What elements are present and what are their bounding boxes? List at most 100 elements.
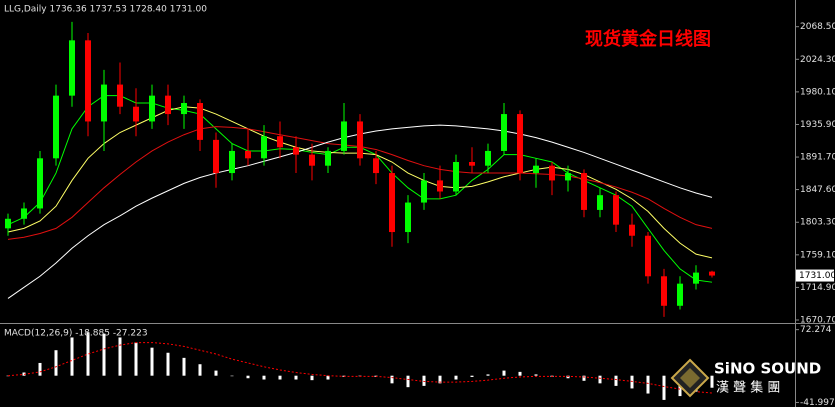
candle-body	[277, 136, 283, 148]
candle-body	[117, 84, 123, 107]
candle-body	[53, 95, 59, 159]
candle-body	[453, 162, 459, 192]
candle-body	[309, 154, 315, 166]
candle-body	[677, 283, 683, 306]
macd-bar	[518, 371, 522, 376]
candle-body	[21, 208, 27, 219]
macd-label: MACD(12,26,9) -18.885 -27.223	[4, 329, 148, 339]
candle-body	[373, 158, 379, 174]
y-tick-label: 1803.30	[800, 218, 835, 228]
candle-body	[293, 147, 299, 155]
macd-bar	[630, 375, 634, 389]
macd-bar	[454, 375, 458, 380]
macd-bar	[54, 350, 58, 376]
candle-body	[549, 165, 555, 181]
candle-body	[629, 224, 635, 236]
candle-body	[181, 103, 187, 115]
logo-subtext: 漢 聲 集 團	[716, 380, 780, 396]
macd-bar	[198, 364, 202, 376]
y-tick-label: 1670.70	[800, 316, 835, 326]
macd-bar	[646, 375, 650, 394]
candle-body	[565, 173, 571, 181]
candle-body	[645, 235, 651, 277]
candle-body	[357, 121, 363, 159]
y-tick-label: 1759.10	[800, 250, 835, 260]
macd-bar	[246, 375, 250, 379]
candle-body	[229, 150, 235, 174]
macd-bar	[710, 375, 714, 388]
candle-body	[101, 84, 107, 122]
macd-bar	[118, 337, 122, 376]
candle-body	[533, 165, 539, 174]
macd-bar	[230, 375, 234, 377]
candle-body	[69, 40, 75, 96]
current-price-label: 1731.00	[799, 271, 835, 281]
macd-bar	[150, 347, 154, 376]
y-tick-label: 1935.90	[800, 120, 835, 130]
candle-body	[437, 180, 443, 192]
macd-bar	[326, 375, 330, 380]
current-price-box	[796, 269, 834, 282]
candle-body	[405, 202, 411, 233]
macd-bar	[422, 375, 426, 386]
candle-body	[37, 158, 43, 209]
y-tick-label: 1891.70	[800, 153, 835, 163]
macd-bar	[278, 375, 282, 380]
macd-bar	[534, 374, 538, 376]
macd-bar	[182, 357, 186, 376]
macd-bar	[614, 375, 618, 386]
logo: SiNO SOUND 漢 聲 集 團	[670, 358, 821, 398]
macd-bar	[566, 375, 570, 379]
macd-bar	[406, 375, 410, 388]
macd-bar	[390, 375, 394, 384]
candle-body	[613, 195, 619, 225]
y-tick-label: 1714.90	[800, 283, 835, 293]
candle-body	[693, 272, 699, 284]
macd-panel	[6, 332, 714, 400]
candle-body	[5, 218, 11, 229]
candle-body	[245, 150, 251, 159]
candle-body	[261, 136, 267, 159]
macd-bar	[438, 375, 442, 384]
logo-icon-inner	[680, 368, 700, 388]
macd-bar	[166, 352, 170, 376]
main-panel	[5, 21, 715, 317]
candle-body	[389, 173, 395, 233]
candle-body	[133, 106, 139, 122]
macd-bar	[262, 375, 266, 380]
candle-body	[597, 195, 603, 210]
macd-bar	[214, 370, 218, 376]
macd-bar	[470, 375, 474, 377]
candle-body	[517, 114, 523, 174]
macd-y-tick-label: -41.997	[800, 398, 835, 407]
candle-body	[325, 150, 331, 166]
candle-body	[85, 40, 91, 122]
candle-body	[501, 114, 507, 151]
macd-bar	[294, 375, 298, 380]
macd-bar	[310, 375, 314, 381]
macd-bar	[134, 342, 138, 376]
macd-bar	[102, 333, 106, 376]
macd-bar	[582, 375, 586, 381]
candle-body	[469, 162, 475, 166]
chart-title: 现货黄金日线图	[585, 28, 711, 50]
macd-bar	[598, 375, 602, 384]
y-tick-label: 2068.50	[800, 22, 835, 32]
y-tick-label: 2024.30	[800, 55, 835, 65]
macd-signal-line	[7, 342, 713, 394]
candle-body	[661, 276, 667, 306]
y-tick-label: 1847.60	[800, 185, 835, 195]
candle-body	[485, 150, 491, 166]
candle-body	[197, 103, 203, 140]
macd-y-tick-label: 72.274	[800, 325, 832, 335]
macd-bar	[6, 375, 10, 377]
macd-bar	[486, 374, 490, 376]
logo-text: SiNO SOUND	[714, 360, 821, 378]
y-tick-label: 1980.10	[800, 87, 835, 97]
macd-bar	[38, 362, 42, 376]
candle-body	[709, 271, 715, 276]
macd-bar	[86, 332, 90, 376]
